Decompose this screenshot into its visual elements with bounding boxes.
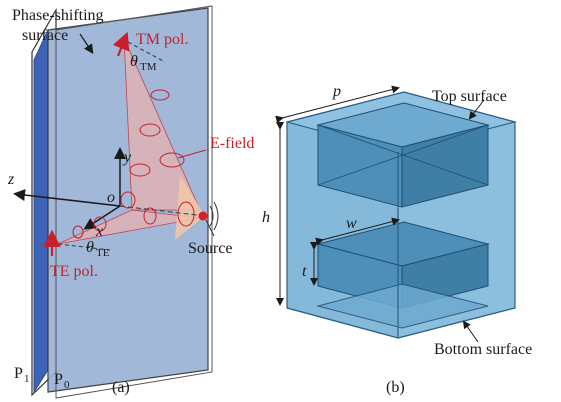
z-axis-arrow [13,189,121,207]
efield-loops [72,89,195,239]
theta-te-subscript: TE [96,247,110,259]
efield-label: E-field [210,135,254,152]
top-box-diag-2 [317,124,489,186]
p1-subscript: 1 [24,373,30,385]
bottom-surface-label: Bottom surface [434,341,532,358]
source-pointer [205,219,215,237]
x-dashed-line [119,205,206,217]
phase-surface-label-2: surface [22,27,68,44]
h-label: h [262,209,270,226]
p-dim-arrow [275,85,400,124]
caption-b: (b) [386,379,405,396]
tm-pol-arrow [112,31,130,57]
te-dashed-line [57,243,111,251]
phase-surface-pointer [79,33,94,54]
p1-label: P [14,365,23,382]
top-surface-pointer [468,99,485,120]
tm-dashed-line [127,41,166,63]
z-axis-label: z [7,171,15,188]
bottom-surface-pointer [462,320,479,343]
phase-surface-label-1: Phase-shifting [12,7,104,24]
efield-pointer [177,149,207,159]
top-surface-label: Top surface [432,88,507,105]
tm-triangle [123,37,201,211]
panel-b: p Top surface h w t Bottom surface (b) [262,83,532,396]
phase-surface-face [47,7,209,393]
origin-label: o [107,189,115,206]
cube-outline [286,91,516,339]
p0-subscript: 0 [64,379,70,391]
caption-a: (a) [112,379,130,396]
p0-label: P [54,371,63,388]
front-panel-outline [55,5,213,399]
source-icon [198,201,219,231]
theta-te-symbol: θ [86,239,94,256]
p-label: p [332,83,341,100]
source-cone [175,175,205,240]
t-label: t [302,263,307,280]
bottom-box-base [316,283,489,329]
theta-tm-subscript: TM [140,61,157,73]
theta-tm-symbol: θ [130,53,138,70]
te-pol-label: TE pol. [50,263,98,280]
y-axis-label: y [122,149,132,166]
source-label: Source [188,240,232,257]
tm-pol-label: TM pol. [136,31,188,48]
panel-a: Phase-shifting surface TM pol. θ TM E-fi… [7,5,254,399]
x-axis-arrow [83,205,121,230]
w-dim-arrow [315,217,400,246]
x-axis-label: x [95,223,103,240]
w-label: w [346,215,357,232]
phase-surface-edge [33,29,49,394]
